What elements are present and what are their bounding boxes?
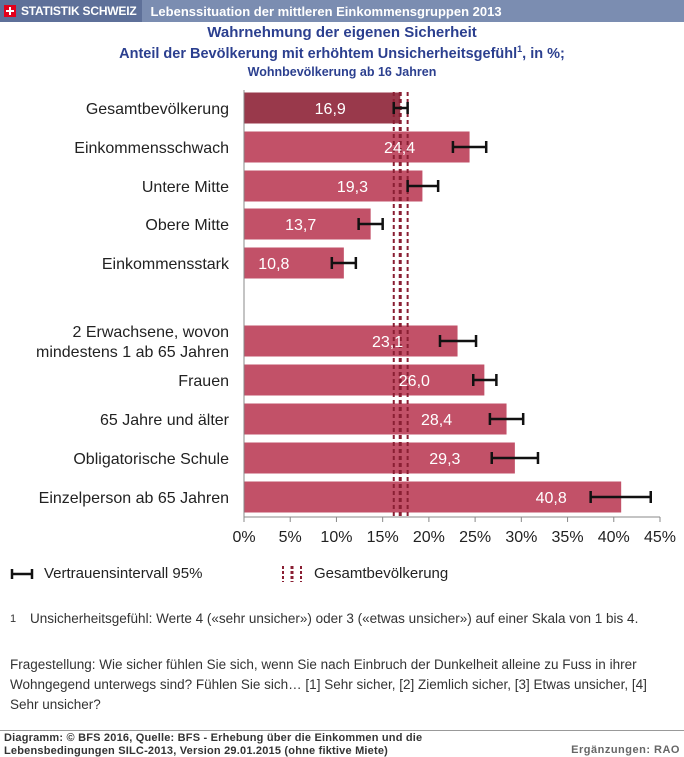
category-label: Einkommensstark: [102, 256, 230, 273]
x-tick-label: 45%: [644, 529, 676, 546]
chart-subtitle-text: Anteil der Bevölkerung mit erhöhtem Unsi…: [119, 45, 518, 62]
x-tick-label: 30%: [505, 529, 537, 546]
category-label-line: Gesamtbevölkerung: [86, 101, 229, 118]
x-tick-label: 0%: [232, 529, 255, 546]
footnote-text: Unsicherheitsgefühl: Werte 4 («sehr unsi…: [30, 611, 639, 626]
additions-note: Ergänzungen: RAO: [571, 744, 680, 756]
footnote-marker: 1: [517, 44, 523, 54]
x-tick-label: 5%: [279, 529, 302, 546]
data-label: 10,8: [258, 256, 289, 273]
footer: Diagramm: © BFS 2016, Quelle: BFS - Erhe…: [0, 730, 684, 757]
chart-title: Wahrnehmung der eigenen Sicherheit: [207, 24, 477, 41]
category-label: Einkommensschwach: [74, 140, 229, 157]
data-label: 23,1: [372, 334, 403, 351]
category-label-line: 2 Erwachsene, wovon: [72, 324, 229, 341]
category-label-line: Einkommensschwach: [74, 140, 229, 157]
brand-logo: STATISTIK SCHWEIZ: [0, 0, 143, 22]
publication-title: Lebenssituation der mittleren Einkommens…: [150, 3, 502, 19]
bar: [244, 325, 458, 357]
bar: [244, 208, 371, 240]
data-label: 26,0: [399, 373, 430, 390]
bar: [244, 403, 507, 435]
chart-population: Wohnbevölkerung ab 16 Jahren: [247, 65, 437, 79]
legend-total-label: Gesamtbevölkerung: [314, 565, 449, 582]
category-label-line: Einkommensstark: [102, 256, 230, 273]
data-label: 13,7: [285, 217, 316, 234]
bar: [244, 131, 470, 163]
swiss-cross-icon: [4, 5, 16, 17]
category-label: 65 Jahre und älter: [100, 412, 230, 429]
reference-line-legend-icon: [282, 565, 302, 582]
data-label: 24,4: [384, 140, 415, 157]
category-label: Untere Mitte: [142, 179, 229, 196]
header-bar: STATISTIK SCHWEIZ Lebenssituation der mi…: [0, 0, 684, 22]
category-label-line: Frauen: [178, 373, 229, 390]
question-text: Fragestellung: Wie sicher fühlen Sie sic…: [10, 657, 647, 712]
bar: [244, 92, 401, 124]
footnote-number: 1: [10, 613, 17, 625]
category-label: Frauen: [178, 373, 229, 390]
bar: [244, 481, 622, 513]
brand-name: STATISTIK SCHWEIZ: [21, 4, 137, 18]
bar: [244, 364, 485, 396]
category-label: Obere Mitte: [145, 217, 229, 234]
x-tick-label: 15%: [367, 529, 399, 546]
data-label: 40,8: [536, 490, 567, 507]
category-label-line: mindestens 1 ab 65 Jahren: [36, 344, 229, 361]
chart-subtitle: Anteil der Bevölkerung mit erhöhtem Unsi…: [0, 44, 684, 62]
category-label-line: 65 Jahre und älter: [100, 412, 230, 429]
bar: [244, 170, 423, 202]
legend-total: Gesamtbevölkerung: [280, 565, 448, 582]
ci-legend-icon: [10, 568, 34, 579]
data-label: 29,3: [429, 451, 460, 468]
footnote: 1 Unsicherheitsgefühl: Werte 4 («sehr un…: [10, 609, 670, 629]
category-label: Obligatorische Schule: [73, 451, 229, 468]
bar: [244, 247, 344, 279]
data-label: 19,3: [337, 179, 368, 196]
bar: [244, 442, 515, 474]
x-tick-label: 35%: [552, 529, 584, 546]
category-label: Einzelperson ab 65 Jahren: [39, 490, 229, 507]
category-label-line: Untere Mitte: [142, 179, 229, 196]
category-label-line: Obligatorische Schule: [73, 451, 229, 468]
x-tick-label: 20%: [413, 529, 445, 546]
legend-ci-label: Vertrauensintervall 95%: [44, 565, 203, 582]
x-tick-label: 25%: [459, 529, 491, 546]
category-label-line: Obere Mitte: [145, 217, 229, 234]
legend-ci: Vertrauensintervall 95%: [10, 565, 202, 582]
category-label: Gesamtbevölkerung: [86, 101, 229, 118]
x-tick-label: 40%: [598, 529, 630, 546]
data-label: 28,4: [421, 412, 452, 429]
chart-subtitle-suffix: , in %;: [522, 45, 565, 62]
x-tick-label: 10%: [320, 529, 352, 546]
bar-chart: 16,9 24,4 19,3 13,7 10,8 23,1 26,0 28,4 29,3 40,8…: [36, 90, 676, 546]
category-label-line: Einzelperson ab 65 Jahren: [39, 490, 229, 507]
category-label: 2 Erwachsene, wovon mindestens 1 ab 65 Ja…: [36, 324, 229, 361]
data-label: 16,9: [315, 101, 346, 118]
source-note: Diagramm: © BFS 2016, Quelle: BFS - Erhe…: [4, 732, 423, 757]
